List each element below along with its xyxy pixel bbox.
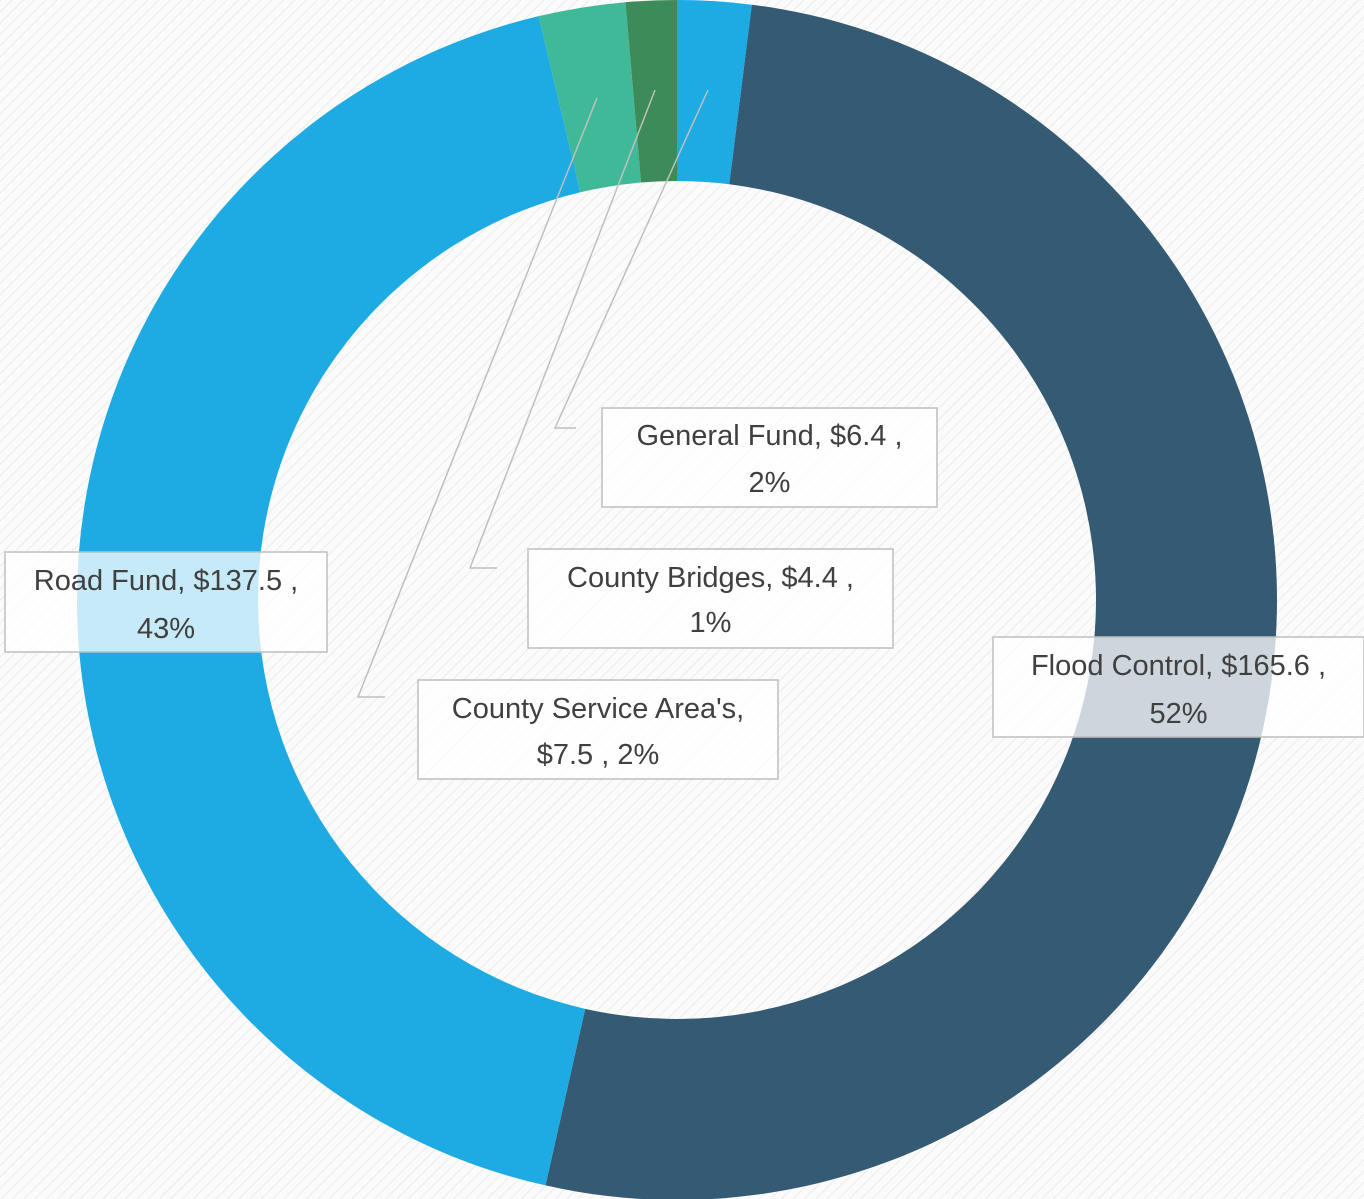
percent-label: 52% [1149, 698, 1207, 730]
donut-slice [76, 16, 586, 1186]
separator: , [601, 739, 609, 771]
leader-line [356, 97, 598, 698]
category-name: County Bridges [567, 562, 765, 594]
value-label: $137.5 [193, 565, 282, 597]
separator: , [814, 420, 822, 452]
category-name: Road Fund [34, 565, 178, 597]
data-label-box [4, 551, 328, 653]
value-label: $7.5 [537, 739, 593, 771]
data-label: $7.5 , 2% [537, 739, 660, 771]
donut-slice [545, 4, 1277, 1199]
donut-slice [625, 0, 677, 183]
value-label: $6.4 [830, 420, 886, 452]
separator: , [290, 565, 298, 597]
percent-label: 2% [749, 467, 791, 499]
donut-slice [538, 2, 642, 193]
data-label: Flood Control, $165.6 , [1031, 650, 1326, 682]
category-name: County Service Area's [452, 693, 736, 725]
data-label: County Service Area's, [452, 693, 744, 725]
leader-line [468, 89, 656, 569]
category-name: Flood Control [1031, 650, 1205, 682]
separator: , [736, 693, 744, 725]
separator: , [894, 420, 902, 452]
separator: , [846, 562, 854, 594]
separator: , [1205, 650, 1213, 682]
data-label: General Fund, $6.4 , [636, 420, 902, 452]
separator: , [177, 565, 185, 597]
data-label-box [527, 548, 894, 649]
data-label-box [601, 407, 938, 508]
labels: General Fund, $6.4 ,2%Flood Control, $16… [4, 89, 1364, 780]
percent-label: 1% [690, 607, 732, 639]
data-label: 52% [1149, 698, 1207, 730]
data-label: 2% [749, 467, 791, 499]
donut-slice [677, 0, 752, 185]
data-label-box [992, 636, 1364, 738]
leader-line [553, 89, 709, 429]
data-label: 43% [137, 613, 195, 645]
data-label: Road Fund, $137.5 , [34, 565, 298, 597]
separator: , [765, 562, 773, 594]
percent-label: 2% [617, 739, 659, 771]
slices [76, 0, 1277, 1199]
percent-label: 43% [137, 613, 195, 645]
data-label: County Bridges, $4.4 , [567, 562, 854, 594]
category-name: General Fund [636, 420, 813, 452]
data-label-box [417, 679, 779, 780]
separator: , [1318, 650, 1326, 682]
data-label: 1% [690, 607, 732, 639]
value-label: $165.6 [1221, 650, 1310, 682]
value-label: $4.4 [781, 562, 837, 594]
